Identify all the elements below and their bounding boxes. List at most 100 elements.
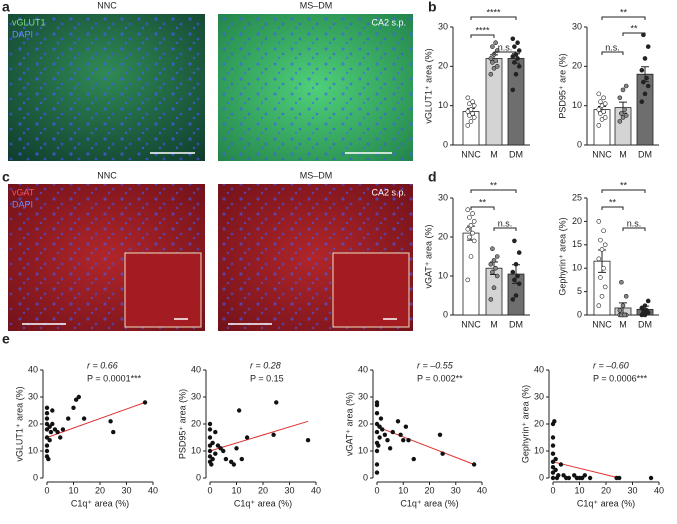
x-tick-label: 40	[311, 485, 321, 495]
data-point	[406, 438, 411, 443]
data-point	[515, 273, 520, 279]
x-tick-label: 10	[231, 485, 241, 495]
data-point	[374, 470, 380, 475]
data-point	[617, 119, 623, 124]
data-point	[645, 44, 651, 49]
y-tick-label: 30	[438, 192, 448, 202]
data-point	[47, 438, 52, 443]
x-tick-label: 0	[550, 485, 555, 495]
data-point	[556, 473, 561, 478]
data-point	[207, 454, 213, 459]
data-point	[213, 451, 218, 456]
data-point	[642, 312, 648, 318]
data-point	[553, 467, 558, 473]
x-tick-label: NNC	[461, 149, 481, 159]
y-tick-label: 30	[572, 21, 582, 31]
x-tick-label: NNC	[592, 149, 612, 159]
data-point	[622, 107, 627, 112]
data-point	[465, 207, 471, 212]
data-point	[648, 475, 654, 481]
y-tick-label: 20	[534, 418, 544, 428]
data-point	[471, 238, 477, 244]
data-point	[602, 115, 608, 120]
data-point	[623, 293, 629, 299]
data-point	[44, 448, 50, 454]
significance-bracket	[470, 34, 495, 38]
data-point	[599, 293, 605, 299]
y-tick-label: 25	[572, 192, 582, 202]
data-point	[601, 228, 606, 234]
y-tick-label: 20	[191, 418, 201, 428]
x-tick-label: 40	[148, 485, 158, 495]
data-point	[623, 83, 629, 89]
data-point	[108, 419, 113, 424]
data-point	[596, 256, 602, 262]
data-point	[378, 416, 384, 421]
data-point	[244, 435, 250, 440]
data-point	[305, 438, 311, 443]
data-point	[599, 117, 605, 122]
significance-label: **	[490, 180, 498, 190]
data-point	[572, 473, 577, 478]
data-point	[596, 219, 602, 224]
stat-p: P = 0.15	[250, 373, 284, 383]
significance-bracket	[470, 206, 495, 210]
data-point	[602, 101, 608, 106]
data-point	[619, 111, 624, 116]
data-point	[552, 419, 557, 424]
data-point	[493, 58, 498, 63]
data-point	[465, 277, 471, 283]
data-point	[207, 435, 213, 440]
data-point	[111, 429, 116, 435]
significance-label: **	[630, 23, 638, 33]
data-point	[465, 109, 471, 114]
data-point	[60, 427, 66, 432]
data-point	[490, 246, 495, 251]
data-point	[48, 429, 54, 435]
data-point	[550, 465, 556, 470]
data-point	[550, 451, 556, 456]
data-point	[215, 443, 221, 448]
data-point	[596, 107, 602, 112]
region-label: CA2 s.p.	[371, 187, 406, 197]
data-point	[623, 113, 629, 118]
x-tick-label: 30	[284, 485, 294, 495]
data-point	[620, 303, 626, 308]
data-point	[207, 427, 213, 432]
data-point	[617, 475, 622, 481]
data-point	[512, 277, 517, 283]
data-point	[488, 261, 494, 267]
data-point	[440, 451, 445, 456]
stain-label: DAPI	[12, 29, 33, 39]
y-tick-label: 40	[534, 364, 544, 374]
data-point	[376, 443, 381, 448]
x-tick-label: 0	[374, 485, 379, 495]
y-tick-label: 15	[572, 239, 582, 249]
x-tick-label: 30	[121, 485, 131, 495]
data-point	[387, 446, 393, 451]
data-point	[513, 293, 519, 298]
x-tick-label: NNC	[461, 319, 481, 329]
data-point	[490, 44, 495, 49]
data-point	[470, 111, 475, 116]
data-point	[596, 303, 602, 308]
data-point	[465, 123, 471, 128]
panel-label: c	[2, 169, 10, 185]
x-tick-label: 40	[477, 485, 487, 495]
data-point	[516, 281, 522, 287]
y-tick-label: 10	[572, 263, 582, 273]
significance-bracket	[493, 227, 517, 231]
data-point	[550, 435, 556, 440]
y-tick-label: 30	[358, 391, 368, 401]
significance-label: n.s.	[627, 218, 642, 228]
data-point	[510, 87, 516, 93]
x-tick-label: 10	[398, 485, 408, 495]
data-point	[374, 429, 380, 435]
data-point	[470, 99, 475, 105]
y-axis-label: Gephyrin⁺ area (%)	[520, 385, 530, 463]
x-tick-label: NNC	[592, 319, 612, 329]
data-point	[490, 269, 495, 275]
x-axis-label: C1q⁺ area (%)	[71, 498, 129, 508]
data-point	[390, 429, 395, 435]
